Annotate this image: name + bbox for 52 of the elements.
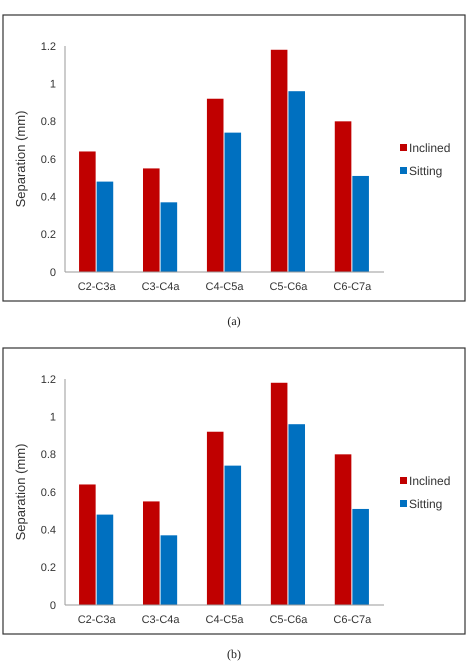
bar: [270, 50, 288, 272]
bar: [352, 176, 369, 272]
x-tick-label: C6-C7a: [333, 281, 372, 293]
bar: [79, 151, 96, 272]
y-tick-label: 1: [50, 412, 56, 424]
x-tick-label: C4-C5a: [206, 281, 244, 293]
text: (b): [227, 647, 241, 661]
legend-label: Sitting: [409, 164, 442, 178]
y-axis-title: Separation (mm): [13, 110, 28, 208]
bar: [224, 466, 242, 605]
bar: [206, 98, 224, 272]
bar: [224, 132, 242, 272]
bar: [160, 535, 178, 605]
bar: [142, 168, 160, 272]
bar: [334, 454, 352, 605]
y-tick-label: 0.2: [40, 562, 56, 574]
text: (a): [227, 314, 241, 328]
bar: [206, 432, 224, 605]
y-axis-title: Separation (mm): [13, 444, 28, 540]
bar: [160, 202, 178, 272]
y-tick-label: 0.6: [40, 154, 56, 166]
x-tick-label: C4-C5a: [206, 614, 244, 626]
bar: [352, 508, 369, 605]
y-tick-label: 0.8: [40, 116, 56, 128]
x-tick-label: C5-C6a: [269, 614, 308, 626]
legend-label: Inclined: [409, 474, 450, 488]
y-tick-label: 0: [50, 600, 56, 612]
x-tick-label: C2-C3a: [78, 614, 116, 626]
x-tick-label: C3-C4a: [142, 614, 180, 626]
x-tick-label: C3-C4a: [142, 281, 180, 293]
y-tick-label: 0.6: [40, 486, 56, 499]
bar: [142, 501, 160, 605]
bar: [288, 91, 306, 272]
bar: [334, 121, 352, 272]
legend-label: Sitting: [409, 497, 442, 512]
y-tick-label: 1.2: [40, 40, 56, 53]
bar: [288, 424, 306, 605]
y-tick-label: 1: [50, 78, 56, 91]
x-tick-label: C2-C3a: [78, 281, 116, 293]
y-tick-label: 0.4: [40, 524, 56, 537]
bar: [270, 382, 288, 605]
bar: [79, 484, 96, 605]
x-tick-label: C6-C7a: [333, 614, 372, 626]
x-tick-label: C5-C6a: [269, 281, 308, 293]
y-tick-label: 0.2: [40, 229, 56, 242]
y-tick-label: 0: [50, 266, 56, 279]
legend-label: Inclined: [409, 141, 450, 156]
y-tick-label: 1.2: [40, 374, 56, 386]
y-tick-label: 0.8: [40, 449, 56, 462]
bar: [96, 182, 114, 272]
bar: [96, 514, 114, 605]
y-tick-label: 0.4: [40, 192, 56, 204]
